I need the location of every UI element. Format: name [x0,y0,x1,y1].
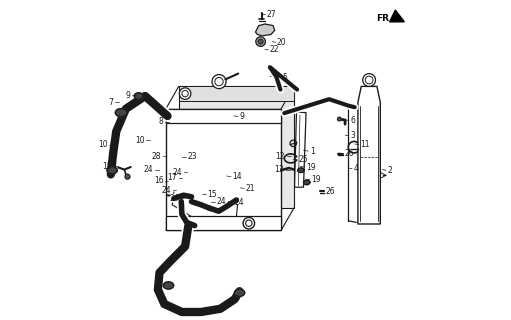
Text: 23: 23 [188,152,197,161]
Polygon shape [107,167,117,174]
Text: 10: 10 [135,136,145,145]
Polygon shape [298,168,304,172]
Text: 18: 18 [102,162,112,171]
Text: 28: 28 [152,152,161,161]
Text: 13: 13 [275,165,284,174]
Text: 4: 4 [354,164,359,173]
Text: 19: 19 [312,175,321,184]
Text: 20: 20 [277,38,287,47]
Text: 26: 26 [326,187,336,196]
Text: 24: 24 [172,168,182,177]
Text: 10: 10 [98,140,107,149]
Polygon shape [115,108,127,117]
Circle shape [212,75,226,89]
Polygon shape [166,109,281,123]
Polygon shape [358,86,380,224]
Text: 19: 19 [306,163,315,172]
Text: 12: 12 [275,152,285,161]
Text: 17: 17 [168,173,177,182]
Text: 3: 3 [351,131,356,140]
Polygon shape [235,289,245,296]
Text: 24: 24 [144,165,153,174]
Circle shape [256,37,265,46]
Text: 7: 7 [108,98,113,107]
Polygon shape [166,216,281,230]
Text: 11: 11 [360,140,370,149]
Text: 9: 9 [125,91,130,100]
Text: 16: 16 [154,176,164,185]
Circle shape [243,218,254,229]
Text: 5: 5 [283,73,288,82]
Text: 24: 24 [217,197,226,206]
Text: 15: 15 [207,190,217,199]
Text: 2: 2 [388,166,392,175]
Text: 21: 21 [246,184,256,193]
Circle shape [337,117,341,121]
Polygon shape [134,93,143,99]
Circle shape [125,174,130,179]
Text: 26: 26 [344,149,354,158]
Text: 8: 8 [159,117,164,126]
Circle shape [243,220,250,227]
Text: 9: 9 [240,112,244,121]
Polygon shape [294,112,306,187]
Polygon shape [179,86,294,208]
Polygon shape [166,109,281,230]
Circle shape [179,88,191,99]
Polygon shape [389,10,404,22]
Text: 1: 1 [310,147,315,156]
Polygon shape [179,86,294,101]
Text: 22: 22 [270,45,280,54]
Polygon shape [304,180,310,185]
Circle shape [258,39,263,44]
Polygon shape [256,24,275,36]
Text: 24: 24 [169,194,179,203]
Text: 24: 24 [234,198,244,207]
Text: 14: 14 [233,172,242,181]
Text: 27: 27 [267,10,276,19]
Text: 6: 6 [351,116,356,125]
Polygon shape [164,282,174,289]
Circle shape [363,74,376,86]
Text: FR.: FR. [376,14,393,23]
Text: 25: 25 [299,156,308,164]
Text: 24: 24 [161,186,171,195]
